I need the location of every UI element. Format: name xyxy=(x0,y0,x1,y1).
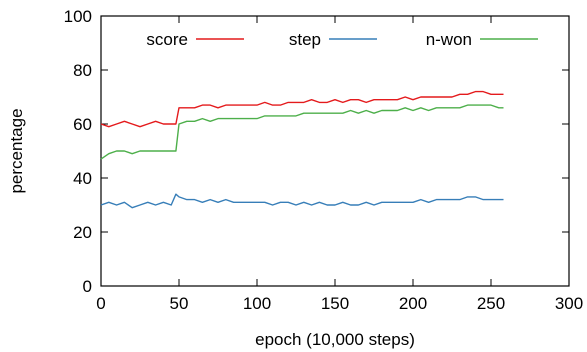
x-tick-label: 200 xyxy=(399,294,427,313)
series-line-score xyxy=(100,90,504,128)
y-tick-label: 20 xyxy=(73,223,92,242)
legend-label-score: score xyxy=(146,30,188,49)
series-line-step xyxy=(100,193,504,209)
x-tick-label: 0 xyxy=(96,294,105,313)
y-tick-label: 60 xyxy=(73,115,92,134)
legend-label-n-won: n-won xyxy=(426,30,472,49)
series-layer xyxy=(100,90,504,209)
x-tick-label: 50 xyxy=(170,294,189,313)
y-tick-label: 100 xyxy=(64,7,92,26)
y-tick-label: 40 xyxy=(73,169,92,188)
legend: score step n-won xyxy=(146,30,538,49)
series-line-n-won xyxy=(100,104,504,160)
legend-label-step: step xyxy=(289,30,321,49)
y-tick-label: 0 xyxy=(83,277,92,296)
axis-ticks: 0 50 100 150 200 250 300 0 20 40 60 80 100 xyxy=(64,7,584,313)
x-tick-label: 250 xyxy=(477,294,505,313)
y-axis-label: percentage xyxy=(7,108,26,193)
x-tick-label: 150 xyxy=(321,294,349,313)
x-tick-label: 100 xyxy=(243,294,271,313)
y-tick-label: 80 xyxy=(73,61,92,80)
x-tick-label: 300 xyxy=(555,294,583,313)
x-axis-label: epoch (10,000 steps) xyxy=(255,330,415,349)
